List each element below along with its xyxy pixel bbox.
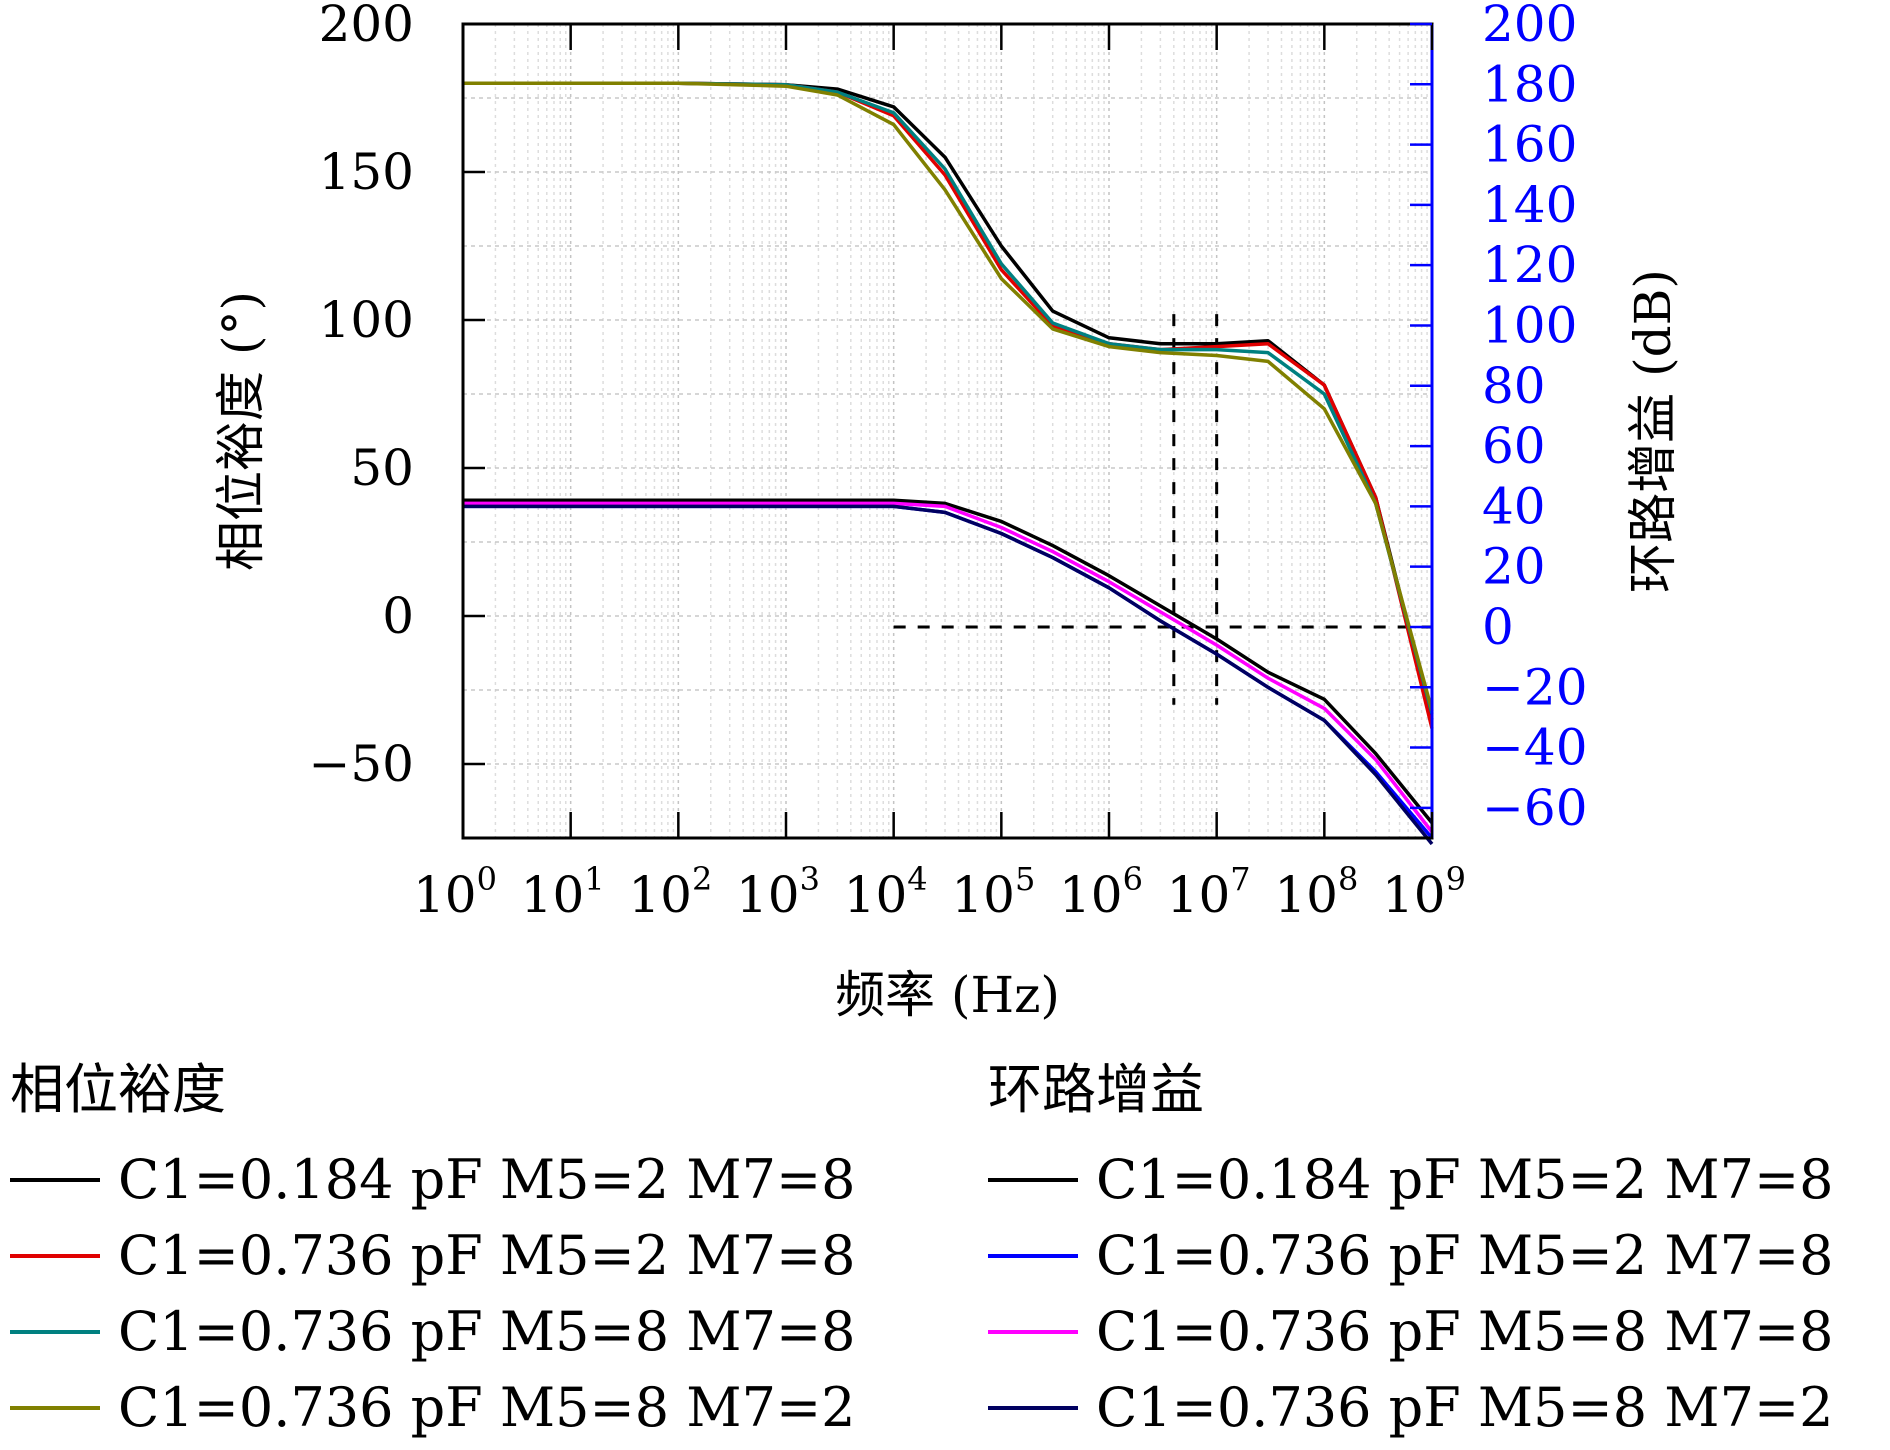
gain-series-4 xyxy=(463,504,1434,846)
gain-legend-label: C1=0.736 pF M5=8 M7=8 xyxy=(1096,1300,1834,1363)
right-y-tick-label: 140 xyxy=(1482,176,1577,234)
x-tick-label: 101 xyxy=(521,860,605,924)
gain-legend-label: C1=0.736 pF M5=8 M7=2 xyxy=(1096,1376,1834,1439)
gain-legend-label: C1=0.736 pF M5=2 M7=8 xyxy=(1096,1224,1834,1287)
phase-legend-label: C1=0.736 pF M5=8 M7=8 xyxy=(118,1300,856,1363)
gain-series-2 xyxy=(463,504,1434,840)
phase-series-2 xyxy=(463,81,1434,729)
x-tick-exponent: 3 xyxy=(800,860,820,898)
right-y-axis-title: 环路增益 (dB) xyxy=(1624,269,1682,593)
x-tick-label: 108 xyxy=(1274,860,1358,924)
x-tick-base: 10 xyxy=(628,866,692,924)
x-tick-base: 10 xyxy=(1167,866,1231,924)
legend-phase-title: 相位裕度 xyxy=(10,1058,226,1121)
x-tick-base: 10 xyxy=(844,866,908,924)
legend: C1=0.184 pF M5=2 M7=8 C1=0.736 pF M5=2 M7… xyxy=(10,1148,1834,1439)
right-y-tick-label: 40 xyxy=(1482,477,1546,535)
x-axis-title: 频率 (Hz) xyxy=(835,966,1060,1024)
right-y-tick-label: 200 xyxy=(1482,0,1577,53)
right-y-tick-label: 80 xyxy=(1482,357,1546,415)
x-tick-label: 100 xyxy=(413,860,497,924)
gain-legend-label: C1=0.184 pF M5=2 M7=8 xyxy=(1096,1148,1834,1211)
right-y-tick-label: −40 xyxy=(1482,719,1588,777)
annotation-layer xyxy=(893,314,1432,705)
x-tick-base: 10 xyxy=(1059,866,1123,924)
left-y-tick-label: 150 xyxy=(319,143,414,201)
x-tick-exponent: 4 xyxy=(907,860,927,898)
left-y-axis-title: 相位裕度 (°) xyxy=(212,291,270,571)
x-tick-exponent: 8 xyxy=(1338,860,1358,898)
plot-frame xyxy=(461,22,1434,840)
grid-layer xyxy=(462,24,1432,838)
ticks-layer: 100 101 102 103 104 105 106 107 108 1092001501005… xyxy=(308,0,1587,924)
x-tick-exponent: 0 xyxy=(477,860,497,898)
x-tick-label: 102 xyxy=(628,860,712,924)
x-tick-exponent: 5 xyxy=(1015,860,1035,898)
x-tick-base: 10 xyxy=(951,866,1015,924)
right-y-tick-label: 120 xyxy=(1482,236,1577,294)
phase-series-4 xyxy=(463,81,1434,712)
phase-legend-label: C1=0.184 pF M5=2 M7=8 xyxy=(118,1148,856,1211)
right-y-tick-label: 180 xyxy=(1482,55,1577,113)
x-tick-label: 107 xyxy=(1167,860,1251,924)
right-y-tick-label: −60 xyxy=(1482,779,1588,837)
gain-series-1 xyxy=(463,498,1434,825)
x-tick-label: 106 xyxy=(1059,860,1143,924)
right-y-tick-label: 160 xyxy=(1482,116,1577,174)
x-tick-base: 10 xyxy=(413,866,477,924)
x-tick-base: 10 xyxy=(1382,866,1446,924)
x-tick-label: 104 xyxy=(844,860,928,924)
right-y-tick-label: 0 xyxy=(1482,598,1514,656)
x-tick-exponent: 2 xyxy=(692,860,712,898)
x-tick-label: 109 xyxy=(1382,860,1466,924)
right-y-tick-label: 60 xyxy=(1482,417,1546,475)
right-y-tick-label: −20 xyxy=(1482,658,1588,716)
left-y-tick-label: 200 xyxy=(319,0,414,53)
right-y-tick-label: 20 xyxy=(1482,538,1546,596)
x-tick-exponent: 1 xyxy=(584,860,604,898)
series-layer xyxy=(463,81,1434,846)
x-tick-label: 103 xyxy=(736,860,820,924)
x-tick-exponent: 6 xyxy=(1123,860,1143,898)
x-tick-base: 10 xyxy=(521,866,585,924)
left-y-tick-label: 100 xyxy=(319,291,414,349)
legend-gain-title: 环路增益 xyxy=(988,1058,1204,1121)
right-y-tick-label: 100 xyxy=(1482,296,1577,354)
x-tick-label: 105 xyxy=(951,860,1035,924)
x-tick-exponent: 7 xyxy=(1230,860,1250,898)
phase-legend-label: C1=0.736 pF M5=8 M7=2 xyxy=(118,1376,856,1439)
gain-series-3 xyxy=(463,501,1434,834)
left-y-tick-label: −50 xyxy=(308,735,414,793)
phase-legend-label: C1=0.736 pF M5=2 M7=8 xyxy=(118,1224,856,1287)
x-tick-exponent: 9 xyxy=(1446,860,1466,898)
left-y-tick-label: 50 xyxy=(350,439,414,497)
x-tick-base: 10 xyxy=(1274,866,1338,924)
left-y-tick-label: 0 xyxy=(382,587,414,645)
x-tick-base: 10 xyxy=(736,866,800,924)
